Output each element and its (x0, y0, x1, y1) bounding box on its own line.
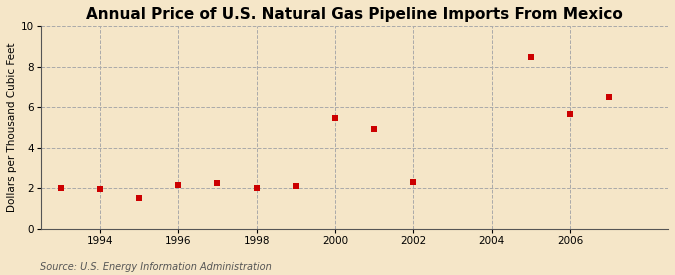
Point (604, 95, 615, 99)
Point (290, 184, 301, 189)
Text: Source: U.S. Energy Information Administration: Source: U.S. Energy Information Administ… (40, 262, 272, 272)
Point (329, 116, 340, 120)
Point (565, 112, 576, 117)
Point (95, 187, 105, 192)
Point (526, 55, 537, 60)
Point (134, 196, 144, 200)
Title: Annual Price of U.S. Natural Gas Pipeline Imports From Mexico: Annual Price of U.S. Natural Gas Pipelin… (86, 7, 623, 22)
Point (55, 186, 66, 191)
Point (173, 183, 184, 188)
Point (369, 126, 379, 131)
Y-axis label: Dollars per Thousand Cubic Feet: Dollars per Thousand Cubic Feet (7, 43, 17, 212)
Point (212, 181, 223, 186)
Point (408, 180, 418, 185)
Point (251, 186, 262, 191)
